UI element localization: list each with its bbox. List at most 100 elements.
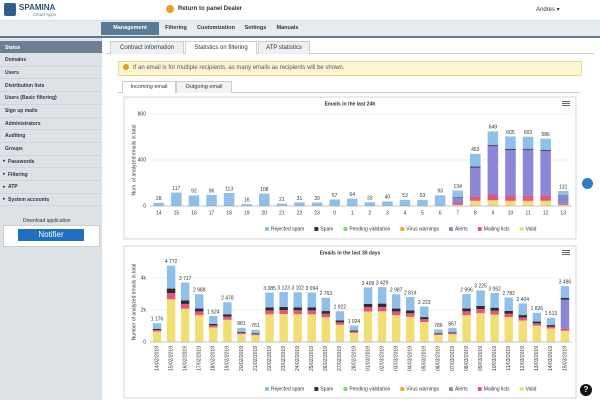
bar-segment xyxy=(209,323,218,326)
total-label: 64 xyxy=(349,192,355,198)
total-label: 131 xyxy=(559,184,568,190)
return-icon xyxy=(166,5,174,13)
nav-tab[interactable]: Settings xyxy=(244,25,267,31)
bar-segment xyxy=(377,287,387,304)
bar-segment xyxy=(321,311,331,314)
total-label: 2 782 xyxy=(502,291,515,297)
subtab[interactable]: Statistics on filtering xyxy=(185,41,257,54)
bar-segment xyxy=(448,332,457,334)
bar-segment xyxy=(335,322,345,325)
bar-segment xyxy=(391,308,401,312)
nav-tab[interactable]: Management xyxy=(101,22,159,35)
bar-segment xyxy=(434,333,443,334)
sync-icon[interactable] xyxy=(582,178,593,189)
user-menu[interactable]: Andres ▾ xyxy=(536,7,560,13)
sidebar-link[interactable]: Users (Basic filtering) xyxy=(5,95,57,102)
sidebar-link[interactable]: Passwords xyxy=(8,158,35,165)
sidebar-link[interactable]: System accounts xyxy=(8,196,50,203)
subtab[interactable]: Contract information xyxy=(110,41,184,54)
total-label: 649 xyxy=(489,125,498,131)
x-tick-label: 22 xyxy=(297,210,303,216)
legend-swatch xyxy=(314,227,319,231)
bar-segment xyxy=(504,297,513,311)
x-tick-label: 02/03/2019 xyxy=(379,346,385,371)
help-icon[interactable]: ? xyxy=(580,384,592,396)
x-tick-label: 0 xyxy=(333,210,336,216)
bar-segment xyxy=(166,288,176,294)
x-tick-label: 3 xyxy=(386,210,389,216)
total-label: 3 409 xyxy=(362,281,375,287)
total-label: 761 xyxy=(251,323,260,329)
legend-swatch xyxy=(400,387,405,391)
bar-segment xyxy=(180,308,190,342)
x-tick-label: 17 xyxy=(209,210,215,216)
mail-tab[interactable]: Outgoing email xyxy=(176,81,232,93)
x-tick-label: 14 xyxy=(156,210,162,216)
total-label: 4 772 xyxy=(165,259,178,265)
bar-segment xyxy=(307,292,316,308)
bar-segment xyxy=(560,286,570,298)
sidebar-link[interactable]: Filtering xyxy=(8,171,28,178)
x-tick-label: 09/03/2019 xyxy=(478,346,484,371)
notifier-button[interactable]: Notifier xyxy=(18,229,84,241)
total-label: 2 814 xyxy=(404,290,417,296)
bar-segment xyxy=(518,320,527,342)
total-label: 108 xyxy=(260,187,269,193)
sidebar-link[interactable]: Distribution lists xyxy=(5,82,45,89)
total-label: 1 176 xyxy=(151,317,164,323)
bar-segment xyxy=(504,313,513,318)
bar-segment xyxy=(363,287,373,304)
chart-box xyxy=(123,96,577,240)
sidebar-link[interactable]: Users xyxy=(5,69,19,76)
bar-segment xyxy=(166,299,176,342)
x-tick-label: 14/02/2019 xyxy=(154,346,160,371)
bar-segment xyxy=(557,195,569,204)
x-tick-label: 21 xyxy=(279,210,285,216)
bar-segment xyxy=(152,323,162,329)
bar-segment xyxy=(540,200,551,206)
bar-segment xyxy=(321,313,331,318)
nav-tab[interactable]: Manuals xyxy=(276,25,299,31)
x-tick-label: 22/02/2019 xyxy=(267,346,273,371)
bar-segment xyxy=(223,319,232,342)
notice-icon xyxy=(123,64,129,70)
sidebar-arrow: ▸ xyxy=(3,183,6,190)
bar-segment xyxy=(476,308,485,314)
mail-tab[interactable]: Incoming email xyxy=(122,81,176,93)
subtab[interactable]: ATP statistics xyxy=(258,41,310,54)
bar-segment xyxy=(251,334,260,336)
sidebar-link[interactable]: Sign up mails xyxy=(5,108,38,114)
sidebar-link[interactable]: ATP xyxy=(8,184,18,191)
sidebar-link[interactable]: Groups xyxy=(5,146,23,153)
sidebar-item xyxy=(0,143,102,156)
legend-label: Alerts xyxy=(455,386,468,392)
bar-segment xyxy=(391,315,401,342)
bar-segment xyxy=(470,167,481,197)
sidebar-link[interactable]: Status xyxy=(5,44,21,51)
sidebar-link[interactable]: Administrators xyxy=(5,120,41,127)
legend-label: Virus warnings xyxy=(406,226,439,232)
bar-segment xyxy=(470,200,481,206)
sidebar-link[interactable]: Auditing xyxy=(5,133,26,140)
bar-segment xyxy=(420,317,429,320)
total-label: 28 xyxy=(156,196,162,202)
total-label: 1 624 xyxy=(207,309,220,315)
sidebar-item xyxy=(0,168,102,181)
nav-tab[interactable]: Filtering xyxy=(165,25,187,31)
total-label: 21 xyxy=(279,197,285,203)
y-tick-label: 0 xyxy=(143,339,146,345)
bar-segment xyxy=(349,330,359,332)
x-tick-label: 13 xyxy=(560,210,566,216)
total-label: 2 404 xyxy=(517,297,530,303)
x-tick-label: 10 xyxy=(508,210,514,216)
bar-segment xyxy=(377,311,387,342)
return-link[interactable]: Return to panel Dealer xyxy=(178,6,243,12)
bar-segment xyxy=(349,325,359,331)
bar-segment xyxy=(294,202,305,206)
bar-segment xyxy=(293,314,302,342)
nav-tab[interactable]: Customization xyxy=(197,25,235,31)
sidebar-link[interactable]: Domains xyxy=(5,57,27,64)
bar-segment xyxy=(462,294,471,309)
bar-segment xyxy=(265,310,274,315)
